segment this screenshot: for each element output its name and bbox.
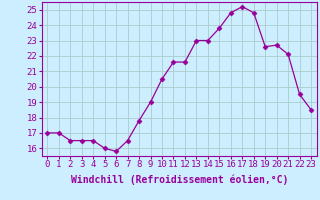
X-axis label: Windchill (Refroidissement éolien,°C): Windchill (Refroidissement éolien,°C) [70, 175, 288, 185]
